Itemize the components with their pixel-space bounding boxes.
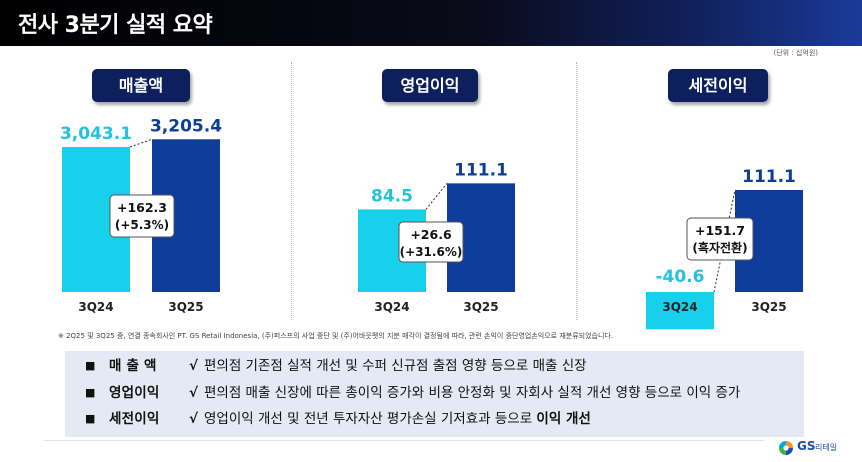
square-bullet-icon: ■ <box>85 386 96 399</box>
panel-title-operating-profit: 영업이익 <box>382 69 478 102</box>
summary-label: 세전이익 <box>109 411 160 427</box>
panel-title-pretax-profit: 세전이익 <box>668 69 768 102</box>
check-icon: √ <box>189 411 199 427</box>
data-label: 111.1 <box>454 160 508 180</box>
panel-divider <box>576 62 577 320</box>
header-bar: 전사 3분기 실적 요약 <box>0 0 862 46</box>
summary-text: 편의점 매출 신장에 따른 총이익 증가와 비용 안정화 및 자회사 실적 개선… <box>204 385 741 401</box>
summary-text: 영업이익 개선 및 전년 투자자산 평가손실 기저효과 등으로 이익 개선 <box>204 411 591 427</box>
gs-logo-icon <box>779 441 793 455</box>
summary-label: 매 출 액 <box>109 358 157 374</box>
category-label: 3Q25 <box>463 300 498 314</box>
delta-rate: (흑자전환) <box>692 240 747 255</box>
delta-rate: (+5.3%) <box>115 218 169 232</box>
page-title: 전사 3분기 실적 요약 <box>18 13 213 38</box>
logo-name: 리테일 <box>815 443 838 452</box>
category-label: 3Q25 <box>168 300 203 314</box>
bar-charts: 3,043.1 3Q24 3,205.4 3Q25 +162.3 (+5.3%) 84.5 3… <box>60 116 803 330</box>
logo-brand: GS <box>797 439 816 453</box>
company-logo: GS 리테일 <box>778 438 848 458</box>
delta-box <box>398 221 464 263</box>
panel-divider <box>291 62 292 320</box>
category-label: 3Q24 <box>662 300 697 314</box>
check-icon: √ <box>189 358 199 374</box>
category-label: 3Q24 <box>374 300 409 314</box>
delta-box <box>686 217 754 261</box>
unit-note: (단위 : 십억원) <box>773 49 818 57</box>
connector-line <box>425 183 448 210</box>
bottom-rule <box>44 440 764 441</box>
square-bullet-icon: ■ <box>85 359 96 372</box>
panel-title-revenue: 매출액 <box>92 69 190 102</box>
delta-value: +151.7 <box>695 223 745 238</box>
data-label: 3,205.4 <box>150 116 222 136</box>
summary-box: ■ 매 출 액 √ 편의점 기존점 실적 개선 및 수퍼 신규점 출점 영향 등… <box>65 351 804 437</box>
category-label: 3Q25 <box>751 300 786 314</box>
bar-3q24 <box>646 292 714 330</box>
data-label: 111.1 <box>742 167 796 187</box>
square-bullet-icon: ■ <box>85 412 96 425</box>
check-icon: √ <box>189 385 199 401</box>
delta-value: +26.6 <box>410 227 452 242</box>
connector-line <box>129 138 153 148</box>
category-label: 3Q24 <box>78 300 113 314</box>
data-label: -40.6 <box>656 267 705 287</box>
data-label: 3,043.1 <box>60 124 132 144</box>
summary-text: 편의점 기존점 실적 개선 및 수퍼 신규점 출점 영향 등으로 매출 신장 <box>204 358 587 374</box>
data-label: 84.5 <box>371 186 413 206</box>
footnote: ※ 2Q25 및 3Q25 중, 연결 종속회사인 PT. GS Retail … <box>58 332 614 340</box>
delta-value: +162.3 <box>117 200 167 215</box>
delta-rate: (+31.6%) <box>400 245 463 259</box>
delta-box <box>109 194 175 238</box>
summary-label: 영업이익 <box>109 385 160 401</box>
